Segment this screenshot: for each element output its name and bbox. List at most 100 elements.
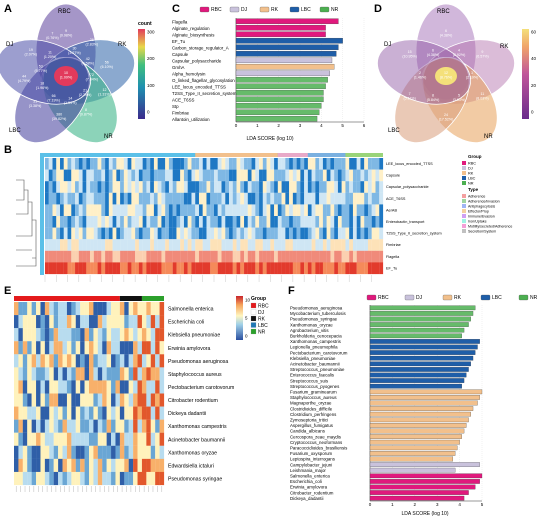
heatmap-cell: [304, 158, 308, 170]
heatmap-cell: [153, 239, 158, 251]
heatmap-cell: [379, 216, 384, 228]
heatmap-cell: [364, 250, 369, 263]
bar-label: Aspergillus_fumigatus: [290, 423, 334, 428]
heatmap-cell: [153, 192, 158, 205]
bar-label: Alginate_regulation: [172, 26, 210, 31]
heatmap-cell: [232, 181, 237, 193]
heatmap-cell: [289, 239, 293, 251]
heatmap-cell: [75, 341, 81, 355]
heatmap-cell: [326, 250, 331, 263]
heatmap-cell: [97, 250, 102, 263]
bar: [369, 456, 454, 462]
heatmap-cell: [115, 341, 120, 355]
bar: [369, 339, 480, 344]
heatmap-cell: [300, 262, 305, 275]
legend-swatch-dj: [229, 6, 240, 13]
heatmap-cell: [97, 169, 102, 182]
heatmap-cell: [296, 216, 301, 228]
heatmap-cell: [90, 158, 94, 170]
heatmap-cell: [292, 158, 297, 170]
heatmap-cell: [105, 262, 109, 275]
heatmap-cell: [40, 406, 45, 420]
heatmap-cell: [75, 471, 81, 486]
heatmap-cell: [195, 204, 200, 217]
heatmap-cell: [36, 302, 41, 316]
heatmap-cell: [56, 204, 61, 217]
heatmap-cell: [71, 341, 76, 355]
heatmap-cell: [101, 181, 106, 193]
heatmap-cell: [58, 328, 63, 342]
legend-label-dj: DJ: [416, 295, 423, 301]
heatmap-cell: [82, 227, 87, 240]
heatmap-cell: [379, 192, 384, 205]
heatmap-cell: [60, 204, 64, 217]
heatmap-cell: [49, 315, 54, 329]
heatmap-cell: [157, 262, 162, 275]
heatmap-cell: [225, 216, 230, 228]
heatmap-cell: [274, 204, 278, 217]
heatmap-cell: [44, 354, 50, 368]
heatmap-cell: [93, 204, 98, 217]
heatmap-cell: [150, 158, 155, 170]
heatmap-cell: [108, 262, 113, 275]
heatmap-cell: [195, 227, 200, 240]
heatmap-cell: [345, 192, 350, 205]
bar-label: Klebsiella_pneumoniae: [290, 356, 336, 361]
bar: [369, 311, 474, 316]
heatmap-cell: [180, 239, 185, 251]
heatmap-cell: [84, 393, 90, 407]
heatmap-cell: [146, 458, 151, 473]
heatmap-cell: [198, 181, 203, 193]
venn-region-label: (0.76%): [46, 36, 59, 40]
legend-swatch: [462, 229, 466, 233]
heatmap-cell: [18, 315, 23, 329]
venn-region-label: 8: [85, 108, 87, 112]
heatmap-cell: [53, 302, 59, 316]
heatmap-cell: [349, 239, 354, 251]
bar: [369, 411, 471, 417]
bar-label: ACE_T6SS: [172, 97, 195, 102]
heatmap-cell: [334, 250, 339, 263]
heatmap-cell: [97, 181, 102, 193]
heatmap-cell: [217, 239, 222, 251]
legend-title: Group: [468, 154, 482, 159]
bar-label: Citrobacter_rodentium: [290, 490, 334, 495]
heatmap-cell: [168, 216, 173, 228]
heatmap-cell: [18, 341, 23, 355]
heatmap-cell: [326, 158, 331, 170]
heatmap-cell: [176, 181, 181, 193]
heatmap-cell: [105, 216, 109, 228]
venn-region-label: (4.38%): [440, 34, 453, 38]
heatmap-cell: [105, 169, 109, 182]
heatmap-cell: [311, 250, 316, 263]
legend-swatch: [462, 214, 466, 218]
heatmap-cell: [45, 158, 49, 170]
heatmap-cell: [146, 406, 151, 420]
heatmap-cell: [176, 250, 181, 263]
bar: [369, 350, 476, 355]
heatmap-cell: [247, 158, 252, 170]
heatmap-cell: [371, 192, 376, 205]
heatmap-cell: [133, 393, 138, 407]
heatmap-cell: [195, 239, 200, 251]
heatmap-cell: [84, 406, 90, 420]
heatmap-cell: [102, 393, 107, 407]
heatmap-cell: [115, 471, 120, 486]
legend-swatch-lbc: [289, 6, 300, 13]
legend-label-dj: DJ: [241, 7, 248, 13]
heatmap-cell: [337, 204, 342, 217]
heatmap-cell: [206, 227, 211, 240]
heatmap-cell: [319, 239, 324, 251]
heatmap-cell: [22, 406, 28, 420]
heatmap-cell: [123, 227, 128, 240]
heatmap-cell: [82, 216, 87, 228]
venn-region-label: (2.29%): [79, 93, 92, 97]
legend-label-lbc: LBC: [492, 295, 502, 301]
heatmap-cell: [322, 158, 327, 170]
heatmap-cell: [221, 158, 226, 170]
heatmap-cell: [58, 419, 63, 433]
heatmap-cell: [119, 445, 125, 459]
venn-region-label: (6.10%): [100, 65, 113, 69]
heatmap-cell: [153, 158, 158, 170]
